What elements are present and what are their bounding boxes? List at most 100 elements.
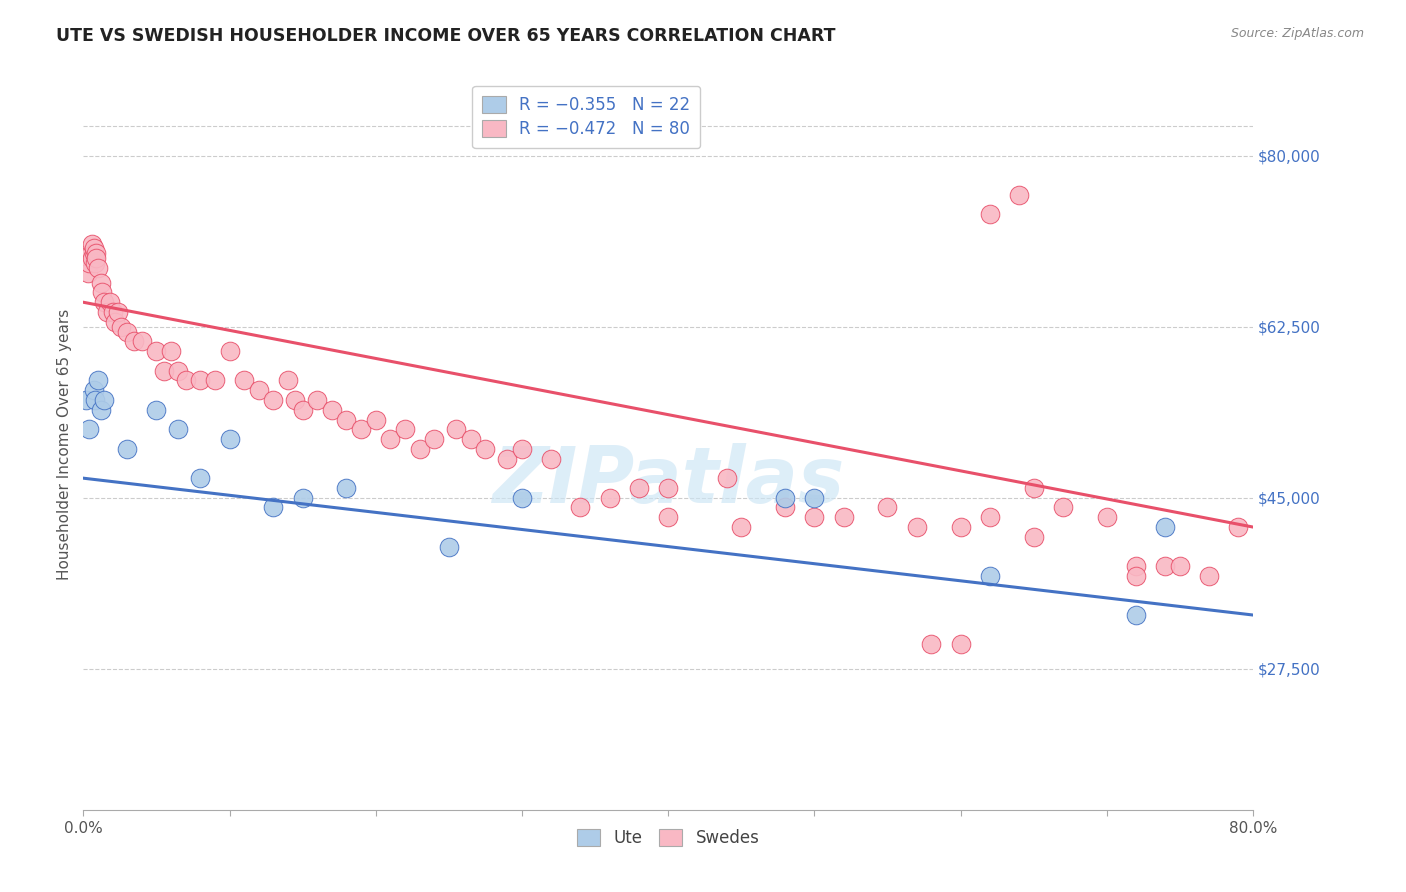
Point <box>510 442 533 456</box>
Point <box>1198 569 1220 583</box>
Text: UTE VS SWEDISH HOUSEHOLDER INCOME OVER 65 YEARS CORRELATION CHART: UTE VS SWEDISH HOUSEHOLDER INCOME OVER 6… <box>56 27 835 45</box>
Text: ZIPatlas: ZIPatlas <box>492 442 844 518</box>
Point <box>627 481 650 495</box>
Point <box>152 364 174 378</box>
Point <box>83 242 105 256</box>
Point <box>262 392 284 407</box>
Point <box>86 252 108 266</box>
Point <box>496 451 519 466</box>
Point <box>876 500 898 515</box>
Point <box>291 402 314 417</box>
Point <box>474 442 496 456</box>
Point <box>90 276 112 290</box>
Point <box>188 373 211 387</box>
Point <box>730 520 752 534</box>
Point <box>167 422 190 436</box>
Point <box>115 442 138 456</box>
Point <box>101 305 124 319</box>
Point <box>131 334 153 349</box>
Point <box>599 491 621 505</box>
Point <box>90 402 112 417</box>
Point <box>773 491 796 505</box>
Y-axis label: Householder Income Over 65 years: Householder Income Over 65 years <box>58 309 72 580</box>
Point <box>1154 559 1177 574</box>
Point <box>460 432 482 446</box>
Point <box>437 540 460 554</box>
Point <box>87 260 110 275</box>
Point <box>716 471 738 485</box>
Point <box>1227 520 1250 534</box>
Point <box>920 637 942 651</box>
Point <box>380 432 402 446</box>
Point <box>96 305 118 319</box>
Point <box>423 432 446 446</box>
Point <box>657 481 679 495</box>
Point <box>218 432 240 446</box>
Point <box>93 295 115 310</box>
Point <box>233 373 256 387</box>
Point <box>284 392 307 407</box>
Point <box>803 491 825 505</box>
Point <box>979 510 1001 524</box>
Point <box>76 266 98 280</box>
Point <box>87 373 110 387</box>
Point <box>86 246 108 260</box>
Point <box>1125 569 1147 583</box>
Point <box>408 442 430 456</box>
Point <box>145 344 167 359</box>
Point <box>84 392 107 407</box>
Point <box>832 510 855 524</box>
Point <box>1052 500 1074 515</box>
Point <box>540 451 562 466</box>
Point <box>1022 481 1045 495</box>
Legend: Ute, Swedes: Ute, Swedes <box>569 822 766 854</box>
Point <box>364 412 387 426</box>
Point <box>1095 510 1118 524</box>
Point <box>350 422 373 436</box>
Point <box>77 422 100 436</box>
Point <box>262 500 284 515</box>
Point <box>104 315 127 329</box>
Point <box>93 392 115 407</box>
Point <box>335 481 357 495</box>
Point <box>247 383 270 397</box>
Point <box>218 344 240 359</box>
Point <box>979 207 1001 221</box>
Point <box>124 334 146 349</box>
Point <box>80 236 103 251</box>
Point <box>110 319 132 334</box>
Point <box>569 500 592 515</box>
Point <box>1008 187 1031 202</box>
Point <box>291 491 314 505</box>
Point <box>277 373 299 387</box>
Point <box>335 412 357 426</box>
Text: Source: ZipAtlas.com: Source: ZipAtlas.com <box>1230 27 1364 40</box>
Point <box>321 402 343 417</box>
Point <box>98 295 121 310</box>
Point <box>204 373 226 387</box>
Point <box>979 569 1001 583</box>
Point <box>115 325 138 339</box>
Point <box>79 246 101 260</box>
Point <box>657 510 679 524</box>
Point <box>91 285 114 300</box>
Point <box>905 520 928 534</box>
Point <box>803 510 825 524</box>
Point <box>444 422 467 436</box>
Point <box>75 392 97 407</box>
Point <box>949 520 972 534</box>
Point <box>160 344 183 359</box>
Point <box>949 637 972 651</box>
Point <box>83 246 105 260</box>
Point <box>167 364 190 378</box>
Point <box>174 373 197 387</box>
Point <box>1154 520 1177 534</box>
Point <box>1125 559 1147 574</box>
Point <box>80 252 103 266</box>
Point <box>394 422 416 436</box>
Point <box>1168 559 1191 574</box>
Point <box>188 471 211 485</box>
Point <box>773 500 796 515</box>
Point <box>1125 607 1147 622</box>
Point <box>107 305 129 319</box>
